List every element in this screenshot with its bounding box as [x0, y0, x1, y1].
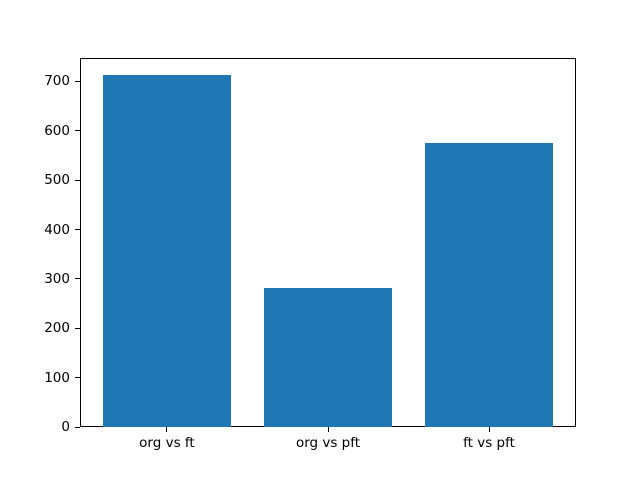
y-tick-label: 400 [44, 221, 70, 238]
y-tick-label: 300 [44, 270, 70, 287]
y-tick-label: 500 [44, 172, 70, 189]
y-tick-label: 0 [61, 419, 70, 436]
x-tick-mark [166, 427, 168, 433]
x-tick-mark [488, 427, 490, 433]
y-tick-label: 200 [44, 320, 70, 337]
y-tick-mark [75, 179, 80, 181]
y-tick-mark [75, 130, 80, 132]
y-tick-mark [75, 327, 80, 329]
y-tick-mark [75, 80, 80, 82]
y-tick-label: 700 [44, 73, 70, 90]
x-tick-label: org vs ft [139, 435, 195, 452]
y-tick-mark [75, 377, 80, 379]
y-tick-mark [75, 426, 80, 428]
x-tick-mark [327, 427, 329, 433]
x-tick-label: ft vs pft [463, 435, 515, 452]
y-tick-mark [75, 229, 80, 231]
y-tick-label: 600 [44, 122, 70, 139]
bar-org-vs-ft [102, 75, 232, 428]
plot-area [80, 58, 576, 428]
y-tick-label: 100 [44, 369, 70, 386]
bar-ft-vs-pft [424, 143, 554, 428]
y-tick-mark [75, 278, 80, 280]
bar-org-vs-pft [263, 288, 393, 428]
x-tick-label: org vs pft [295, 435, 361, 452]
